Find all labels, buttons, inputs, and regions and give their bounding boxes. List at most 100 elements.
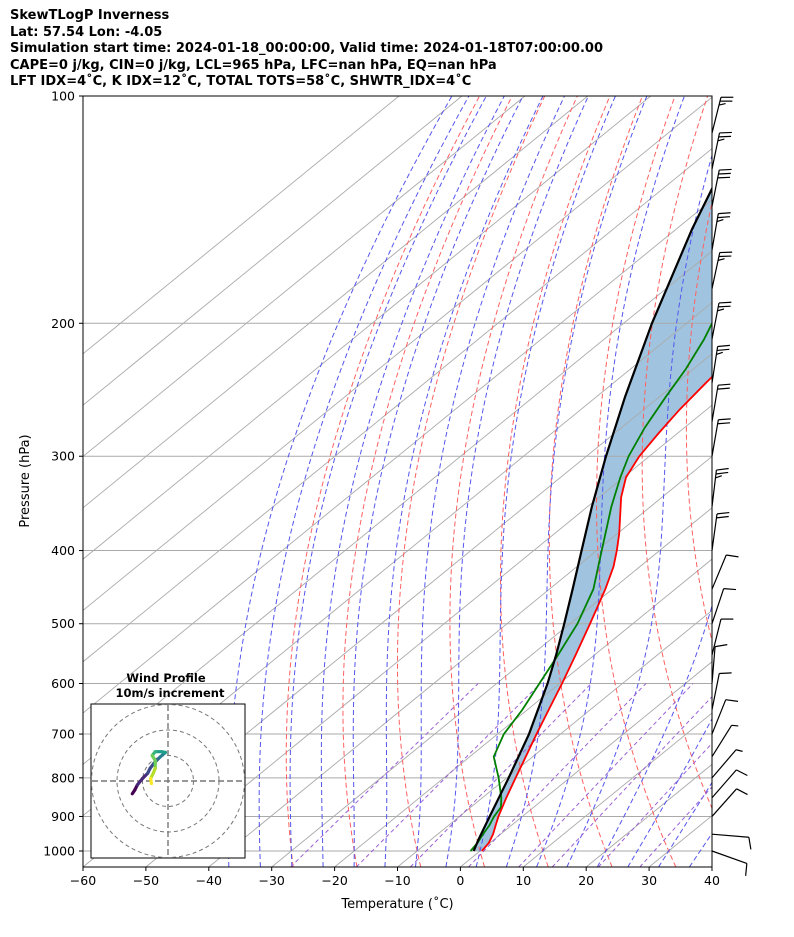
wind-barb-feather — [718, 135, 732, 138]
y-axis-label: Pressure (hPa) — [18, 434, 33, 527]
hodograph-title: Wind Profile — [126, 671, 206, 685]
isotherm-line — [711, 866, 712, 867]
isotherm-line — [397, 609, 712, 867]
wind-barb — [711, 699, 739, 735]
isotherm-line — [648, 815, 712, 867]
isotherm-line — [83, 96, 712, 612]
wind-barb-feather — [726, 554, 739, 558]
hodograph-ring — [91, 704, 245, 858]
wind-barb-staff — [711, 385, 719, 422]
isotherm-line — [271, 507, 712, 867]
isotherm-line — [83, 96, 651, 560]
wind-barb — [711, 749, 743, 779]
moist-adiabat-line — [658, 781, 712, 867]
wind-barb-staff — [711, 169, 720, 207]
wind-barb — [711, 769, 748, 799]
x-tick-label: −10 — [384, 873, 410, 888]
isotherm-line — [83, 96, 589, 509]
wind-barb-feather — [716, 511, 730, 515]
hodograph-subtitle: 10m/s increment — [116, 686, 225, 700]
wind-barb-staff — [711, 749, 737, 779]
wind-barb-staff — [711, 252, 721, 289]
wind-barb-feather — [716, 515, 729, 519]
x-tick-label: 30 — [641, 873, 657, 888]
wind-barb — [711, 344, 730, 384]
wind-barb-feather — [731, 724, 739, 727]
moist-adiabat-line — [258, 96, 470, 867]
y-axis-ticks: 1000 900 800 700 600 500 400 300 200 100 — [43, 89, 83, 859]
wind-barbs — [711, 96, 752, 876]
wind-barb — [711, 418, 731, 457]
wind-barb-feather — [719, 672, 732, 675]
mixing-ratio-line — [410, 683, 592, 867]
wind-barb-feather — [718, 102, 726, 106]
wind-barb-staff — [711, 769, 737, 799]
wind-barb-feather — [717, 138, 725, 142]
moist-adiabat-line — [536, 96, 685, 867]
wind-barb-staff — [711, 850, 748, 865]
moist-adiabat-line — [505, 96, 648, 867]
wind-barb-staff — [711, 469, 718, 507]
x-tick-label: −60 — [70, 873, 96, 888]
wind-barb-feather — [716, 348, 730, 352]
wind-barb-feather — [718, 172, 731, 175]
mixing-ratio-line — [639, 786, 712, 867]
wind-barb — [711, 511, 730, 551]
temperature-line — [481, 375, 712, 852]
wind-barb — [711, 467, 729, 507]
y-tick-label: 300 — [51, 449, 75, 464]
wind-barb-feather — [736, 769, 748, 777]
moist-adiabat-line — [445, 96, 589, 867]
wind-barb — [711, 131, 732, 170]
wind-barb-feather — [716, 351, 723, 355]
wind-barb-staff — [711, 513, 718, 551]
x-tick-label: 0 — [456, 873, 464, 888]
mixing-ratio-lines — [290, 683, 712, 867]
wind-barb-feather — [717, 258, 725, 261]
y-tick-label: 200 — [51, 316, 75, 331]
y-tick-label: 500 — [51, 616, 75, 631]
wind-barb-staff — [711, 419, 719, 457]
dry-adiabat-line — [729, 96, 794, 867]
mixing-ratio-line — [598, 742, 712, 867]
hodograph-plot — [91, 704, 245, 858]
wind-barb-feather — [717, 176, 731, 179]
y-tick-label: 400 — [51, 543, 75, 558]
isotherm-line — [334, 558, 712, 867]
wind-barb-staff — [711, 673, 720, 710]
moist-adiabats — [227, 96, 712, 867]
wind-barb-feather — [718, 305, 731, 308]
moist-adiabat-line — [384, 96, 544, 867]
wind-barb-feather — [719, 168, 732, 171]
wind-barb-feather — [715, 471, 729, 475]
wind-barb-feather — [717, 387, 730, 390]
dry-adiabat-line — [449, 96, 578, 867]
dry-adiabat-line — [396, 96, 546, 867]
y-tick-label: 600 — [51, 676, 75, 691]
wind-barb — [711, 168, 732, 207]
moist-adiabat-line — [289, 96, 487, 867]
wind-barb-feather — [736, 788, 748, 796]
isotherm-line — [523, 712, 712, 867]
dry-adiabat-line — [548, 96, 643, 867]
profile-lines — [469, 186, 712, 852]
cape-line: CAPE=0 j/kg, CIN=0 j/kg, LCL=965 hPa, LF… — [10, 57, 497, 73]
wind-barb — [711, 301, 732, 340]
moist-adiabat-line — [320, 96, 505, 867]
x-tick-label: 20 — [578, 873, 594, 888]
wind-barb-feather — [717, 422, 731, 425]
wind-barb-feather — [714, 644, 728, 648]
cape-shading-area — [473, 188, 712, 851]
indices-line: LFT IDX=4˚C, K IDX=12˚C, TOTAL TOTS=58˚C… — [10, 74, 472, 89]
wind-barb-feather — [718, 418, 731, 421]
wind-barb-staff — [711, 699, 727, 735]
wind-barb-feather — [715, 475, 722, 479]
wind-barb-staff — [711, 554, 727, 590]
y-tick-label: 800 — [51, 770, 75, 785]
wind-barb — [711, 618, 734, 656]
wind-barb-feather — [725, 699, 739, 702]
wind-barb-feather — [716, 219, 724, 223]
wind-barb — [711, 383, 731, 422]
mixing-ratio-line — [355, 683, 541, 867]
